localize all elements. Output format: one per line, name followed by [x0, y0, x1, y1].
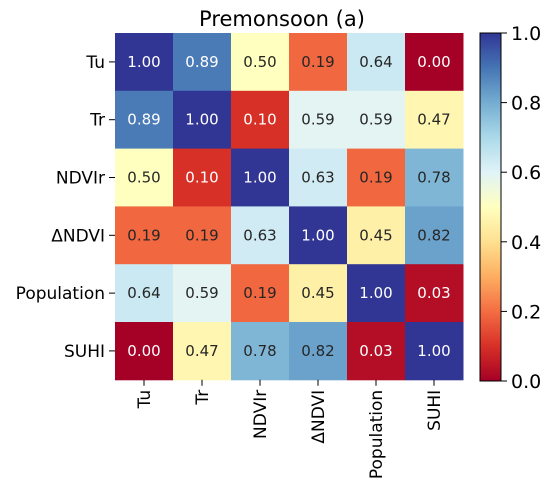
heatmap-cells: 1.00 0.89 0.50 0.19 0.64 0.00 0.89 1.00 0.10 0.59…	[115, 33, 464, 381]
column-labels: Tu Tr NDVIr ΔNDVI Population SUHI	[135, 379, 445, 479]
heatmap-cell	[173, 33, 232, 92]
y-tick-label: Population	[16, 284, 105, 304]
cell-value-label: 1.00	[127, 53, 160, 71]
cell-value-label: 1.00	[417, 342, 450, 360]
cell-value-label: 0.89	[185, 53, 218, 71]
y-tick-label: ΔNDVI	[51, 226, 105, 246]
cell-value-label: 0.64	[127, 284, 160, 302]
cell-value-label: 0.19	[185, 226, 218, 244]
cell-value-label: 0.50	[127, 169, 160, 187]
colorbar-tick-label: 0.8	[511, 93, 541, 115]
heatmap-cell	[289, 33, 348, 92]
heatmap-cell	[405, 322, 464, 381]
heatmap-cell	[115, 148, 174, 207]
cell-value-label: 0.03	[359, 342, 392, 360]
heatmap-cell	[405, 90, 464, 150]
cell-value-label: 0.63	[243, 226, 276, 244]
heatmap-cell	[115, 264, 174, 323]
cell-value-label: 0.47	[417, 111, 450, 129]
colorbar-tick-label: 0.4	[511, 232, 541, 254]
heatmap-cell	[231, 206, 290, 265]
cell-value-label: 0.78	[243, 342, 276, 360]
heatmap-cell	[173, 264, 232, 323]
heatmap-cell	[405, 148, 464, 207]
heatmap-cell	[347, 90, 406, 150]
heatmap-cell	[115, 322, 174, 381]
heatmap-cell	[231, 322, 290, 381]
heatmap-cell	[231, 90, 290, 150]
heatmap-cell	[173, 148, 232, 207]
cell-value-label: 0.89	[127, 111, 160, 129]
cell-value-label: 1.00	[185, 111, 218, 129]
x-tick-label: Tr	[193, 390, 213, 406]
colorbar-tick-label: 0.6	[511, 162, 541, 184]
cell-value-label: 0.59	[185, 284, 218, 302]
heatmap-cell	[289, 322, 348, 381]
heatmap-cell	[405, 264, 464, 323]
colorbar-gradient	[479, 32, 502, 382]
y-tick-label: NDVIr	[56, 169, 105, 189]
cell-value-label: 0.82	[417, 226, 450, 244]
heatmap-cell	[289, 90, 348, 150]
heatmap-cell	[231, 264, 290, 323]
cell-value-label: 0.47	[185, 342, 218, 360]
x-tick-label: Tu	[135, 390, 155, 410]
cell-value-label: 0.45	[359, 226, 392, 244]
colorbar-tick-label: 1.0	[511, 23, 541, 45]
y-tick-label: SUHI	[64, 342, 105, 362]
cell-value-label: 1.00	[301, 226, 334, 244]
y-tick-label: Tu	[85, 53, 105, 73]
x-tick-label: NDVIr	[251, 390, 271, 439]
cell-value-label: 0.19	[243, 284, 276, 302]
heatmap-cell	[289, 148, 348, 207]
heatmap-cell	[347, 206, 406, 265]
y-tick-label: Tr	[89, 111, 105, 131]
cell-value-label: 0.10	[243, 111, 276, 129]
heatmap-cell	[231, 33, 290, 92]
heatmap-cell	[405, 206, 464, 265]
heatmap-cell	[115, 33, 174, 92]
cell-value-label: 0.50	[243, 53, 276, 71]
heatmap-cell	[347, 264, 406, 323]
cell-value-label: 0.03	[417, 284, 450, 302]
cell-value-label: 0.19	[359, 169, 392, 187]
x-tick-label: ΔNDVI	[309, 390, 329, 444]
heatmap-cell	[115, 90, 174, 150]
heatmap-cell	[347, 148, 406, 207]
cell-value-label: 0.59	[359, 111, 392, 129]
cell-value-label: 0.45	[301, 284, 334, 302]
row-labels: Tu Tr NDVIr ΔNDVI Population SUHI	[16, 53, 115, 362]
cell-value-label: 0.63	[301, 169, 334, 187]
cell-value-label: 0.19	[127, 226, 160, 244]
cell-value-label: 0.19	[301, 53, 334, 71]
cell-value-label: 0.00	[127, 342, 160, 360]
heatmap-cell	[231, 148, 290, 207]
x-tick-label: SUHI	[425, 390, 445, 431]
heatmap-cell	[347, 33, 406, 92]
cell-value-label: 0.82	[301, 342, 334, 360]
colorbar: 0.0 0.2 0.4 0.6 0.8 1.0	[479, 23, 541, 393]
heatmap-cell	[347, 322, 406, 381]
colorbar-tick-label: 0.2	[511, 301, 541, 323]
cell-value-label: 0.00	[417, 53, 450, 71]
heatmap-cell	[289, 206, 348, 265]
cell-value-label: 0.59	[301, 111, 334, 129]
heatmap-cell	[405, 33, 464, 92]
heatmap-cell	[173, 206, 232, 265]
cell-value-label: 0.64	[359, 53, 392, 71]
cell-value-label: 1.00	[243, 169, 276, 187]
x-tick-label: Population	[367, 390, 387, 479]
heatmap-cell	[173, 322, 232, 381]
cell-value-label: 0.10	[185, 169, 218, 187]
colorbar-tick-label: 0.0	[511, 371, 541, 393]
cell-value-label: 1.00	[359, 284, 392, 302]
heatmap-cell	[289, 264, 348, 323]
chart-title: Premonsoon (a)	[199, 7, 365, 31]
heatmap-cell	[115, 206, 174, 265]
heatmap-cell	[173, 90, 232, 150]
cell-value-label: 0.78	[417, 169, 450, 187]
